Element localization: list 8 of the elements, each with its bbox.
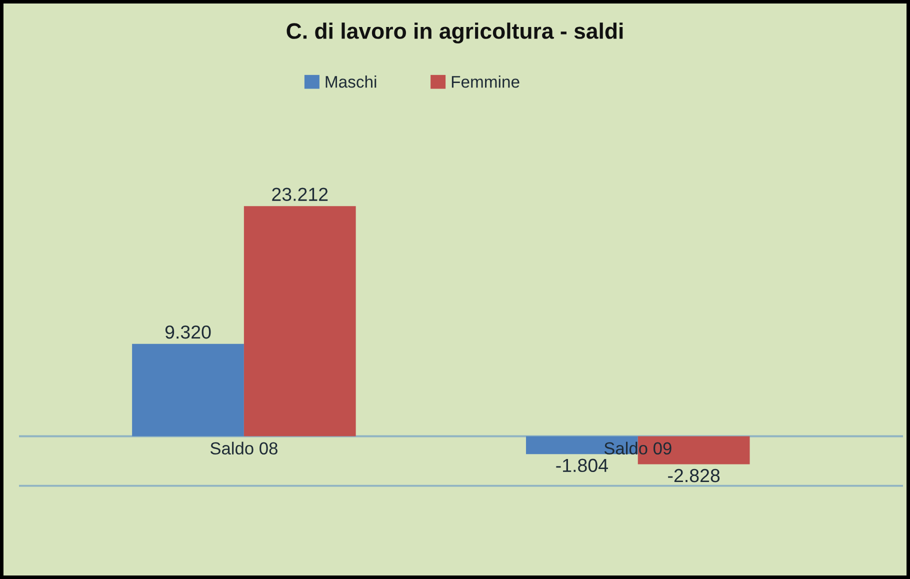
legend-label: Maschi xyxy=(326,76,376,88)
data-label: -1.804 xyxy=(556,458,608,472)
text: C. di lavoro in agricoltura - saldi xyxy=(286,22,623,44)
x-tick-label: Saldo 08 xyxy=(210,442,278,455)
data-label: -2.828 xyxy=(668,468,720,482)
legend-label: Femmine xyxy=(452,76,520,88)
data-label: 23.212 xyxy=(272,188,328,202)
data-label: 9.320 xyxy=(165,325,211,339)
